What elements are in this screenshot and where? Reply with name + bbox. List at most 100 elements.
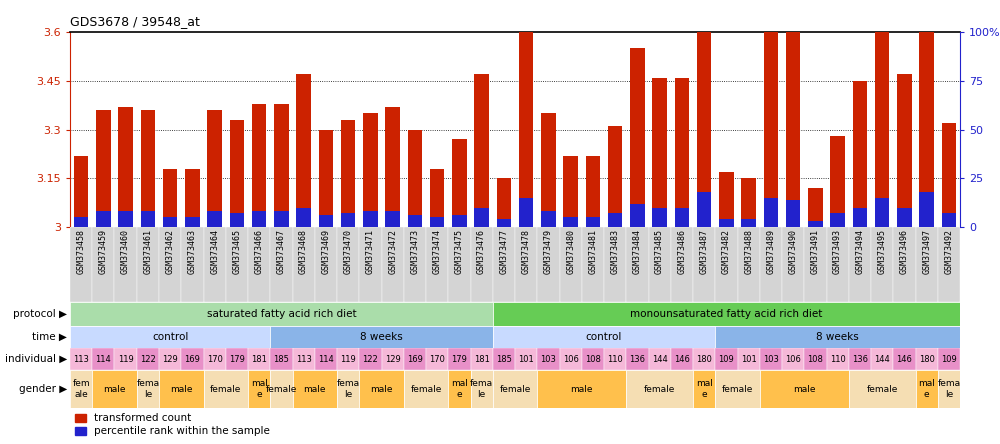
- Text: GSM373493: GSM373493: [833, 229, 842, 274]
- Bar: [337, 348, 359, 370]
- Text: 146: 146: [674, 354, 690, 364]
- Bar: [118, 107, 133, 227]
- Bar: [604, 348, 626, 370]
- Bar: [74, 155, 88, 227]
- Bar: [586, 155, 600, 227]
- Bar: [408, 215, 422, 227]
- Bar: [474, 74, 489, 227]
- Bar: [871, 227, 893, 302]
- Bar: [519, 198, 533, 227]
- Bar: [764, 198, 778, 227]
- Text: 108: 108: [807, 354, 823, 364]
- Bar: [230, 120, 244, 227]
- Text: male: male: [170, 385, 192, 393]
- Bar: [185, 217, 200, 227]
- Text: 185: 185: [496, 354, 512, 364]
- Text: 179: 179: [229, 354, 245, 364]
- Bar: [270, 227, 292, 302]
- Bar: [471, 227, 493, 302]
- Bar: [363, 211, 378, 227]
- Text: 144: 144: [652, 354, 668, 364]
- Bar: [537, 348, 560, 370]
- Bar: [760, 348, 782, 370]
- Bar: [893, 227, 916, 302]
- Bar: [808, 221, 823, 227]
- Bar: [563, 155, 578, 227]
- Text: 109: 109: [718, 354, 734, 364]
- Bar: [141, 211, 155, 227]
- Text: mal
e: mal e: [251, 379, 268, 399]
- Bar: [697, 0, 711, 227]
- Text: GSM373458: GSM373458: [77, 229, 86, 274]
- Bar: [897, 74, 912, 227]
- Bar: [137, 348, 159, 370]
- Bar: [916, 227, 938, 302]
- Bar: [404, 227, 426, 302]
- Bar: [493, 326, 715, 348]
- Bar: [916, 370, 938, 408]
- Text: 170: 170: [429, 354, 445, 364]
- Bar: [70, 370, 92, 408]
- Bar: [248, 227, 270, 302]
- Text: GSM373459: GSM373459: [99, 229, 108, 274]
- Text: GSM373482: GSM373482: [722, 229, 731, 274]
- Bar: [608, 126, 622, 227]
- Text: fema
le: fema le: [937, 379, 960, 399]
- Bar: [675, 207, 689, 227]
- Bar: [626, 348, 648, 370]
- Text: 114: 114: [95, 354, 111, 364]
- Bar: [830, 136, 845, 227]
- Bar: [916, 348, 938, 370]
- Bar: [604, 227, 626, 302]
- Bar: [70, 227, 92, 302]
- Bar: [715, 370, 760, 408]
- Bar: [274, 103, 289, 227]
- Bar: [426, 227, 448, 302]
- Text: GSM373462: GSM373462: [166, 229, 175, 274]
- Text: GSM373471: GSM373471: [366, 229, 375, 274]
- Text: GSM373494: GSM373494: [855, 229, 864, 274]
- Bar: [448, 227, 471, 302]
- Text: 169: 169: [407, 354, 423, 364]
- Text: 113: 113: [73, 354, 89, 364]
- Bar: [204, 370, 248, 408]
- Bar: [114, 227, 137, 302]
- Bar: [252, 103, 266, 227]
- Bar: [826, 348, 849, 370]
- Text: GSM373496: GSM373496: [900, 229, 909, 274]
- Bar: [226, 348, 248, 370]
- Bar: [319, 215, 333, 227]
- Bar: [474, 207, 489, 227]
- Bar: [363, 113, 378, 227]
- Bar: [385, 211, 400, 227]
- Bar: [919, 192, 934, 227]
- Bar: [493, 348, 515, 370]
- Text: 136: 136: [629, 354, 645, 364]
- Text: GSM373486: GSM373486: [677, 229, 686, 274]
- Bar: [719, 172, 734, 227]
- Bar: [341, 214, 355, 227]
- Bar: [586, 217, 600, 227]
- Text: individual ▶: individual ▶: [5, 354, 67, 364]
- Bar: [826, 227, 849, 302]
- Text: male: male: [304, 385, 326, 393]
- Text: GSM373467: GSM373467: [277, 229, 286, 274]
- Bar: [541, 211, 556, 227]
- Bar: [938, 370, 960, 408]
- Bar: [741, 178, 756, 227]
- Bar: [270, 326, 493, 348]
- Bar: [741, 219, 756, 227]
- Bar: [452, 215, 467, 227]
- Text: 179: 179: [451, 354, 467, 364]
- Bar: [804, 348, 826, 370]
- Text: 8 weeks: 8 weeks: [816, 332, 859, 342]
- Bar: [760, 227, 782, 302]
- Bar: [626, 370, 693, 408]
- Bar: [630, 48, 645, 227]
- Bar: [448, 348, 471, 370]
- Bar: [274, 211, 289, 227]
- Bar: [693, 227, 715, 302]
- Bar: [563, 217, 578, 227]
- Text: control: control: [152, 332, 188, 342]
- Text: 185: 185: [273, 354, 289, 364]
